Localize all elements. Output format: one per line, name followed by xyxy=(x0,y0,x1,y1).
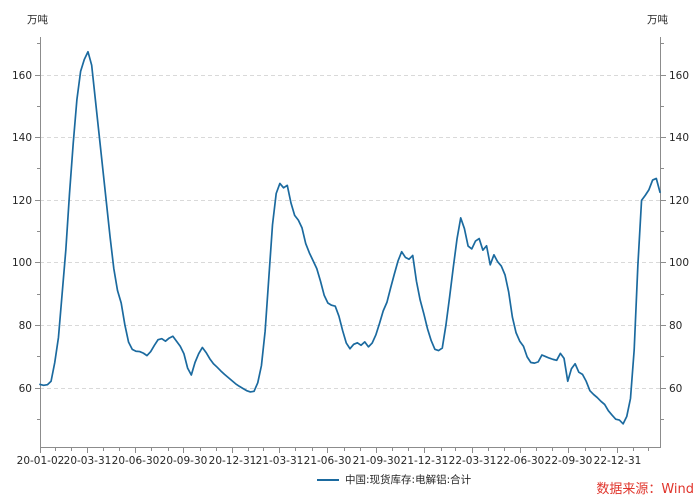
svg-text:21-06-30: 21-06-30 xyxy=(304,455,352,467)
legend-series-label: 中国:现货库存:电解铝:合计 xyxy=(345,474,472,486)
y-gridlines xyxy=(40,75,660,389)
svg-text:20-06-30: 20-06-30 xyxy=(112,455,160,467)
svg-text:20-01-02: 20-01-02 xyxy=(17,455,65,467)
svg-text:21-09-30: 21-09-30 xyxy=(353,455,401,467)
svg-text:20-09-30: 20-09-30 xyxy=(160,455,208,467)
svg-text:60: 60 xyxy=(19,383,32,395)
legend-line-swatch xyxy=(317,478,339,481)
data-source-label: 数据来源：Wind xyxy=(596,482,694,497)
svg-text:160: 160 xyxy=(669,70,689,82)
svg-text:20-12-31: 20-12-31 xyxy=(209,455,257,467)
svg-text:22-06-30: 22-06-30 xyxy=(497,455,545,467)
svg-text:80: 80 xyxy=(19,320,32,332)
svg-text:20-03-31: 20-03-31 xyxy=(64,455,112,467)
y-axis-unit-left: 万吨 xyxy=(27,14,48,26)
svg-text:21-03-31: 21-03-31 xyxy=(256,455,304,467)
svg-text:140: 140 xyxy=(669,132,689,144)
svg-text:21-12-31: 21-12-31 xyxy=(401,455,449,467)
svg-text:60: 60 xyxy=(669,383,682,395)
svg-text:140: 140 xyxy=(12,132,32,144)
svg-text:22-03-31: 22-03-31 xyxy=(449,455,497,467)
x-axis-ticks: 20-01-02 20-03-31 20-06-30 20-09-30 20-12-31… xyxy=(17,448,649,467)
y-axis-ticks: 60 60 80 80 100 100 120 120 140 140 160 160 xyxy=(12,43,689,420)
y-axis-unit-right: 万吨 xyxy=(647,14,668,26)
svg-text:80: 80 xyxy=(669,320,682,332)
svg-text:22-09-30: 22-09-30 xyxy=(545,455,593,467)
series-line xyxy=(39,50,661,425)
svg-text:100: 100 xyxy=(669,257,689,269)
svg-text:22-12-31: 22-12-31 xyxy=(594,455,642,467)
svg-text:120: 120 xyxy=(669,195,689,207)
svg-text:120: 120 xyxy=(12,195,32,207)
legend: 中国:现货库存:电解铝:合计 xyxy=(317,472,471,487)
axes xyxy=(40,37,661,448)
svg-text:100: 100 xyxy=(12,257,32,269)
svg-text:160: 160 xyxy=(12,70,32,82)
